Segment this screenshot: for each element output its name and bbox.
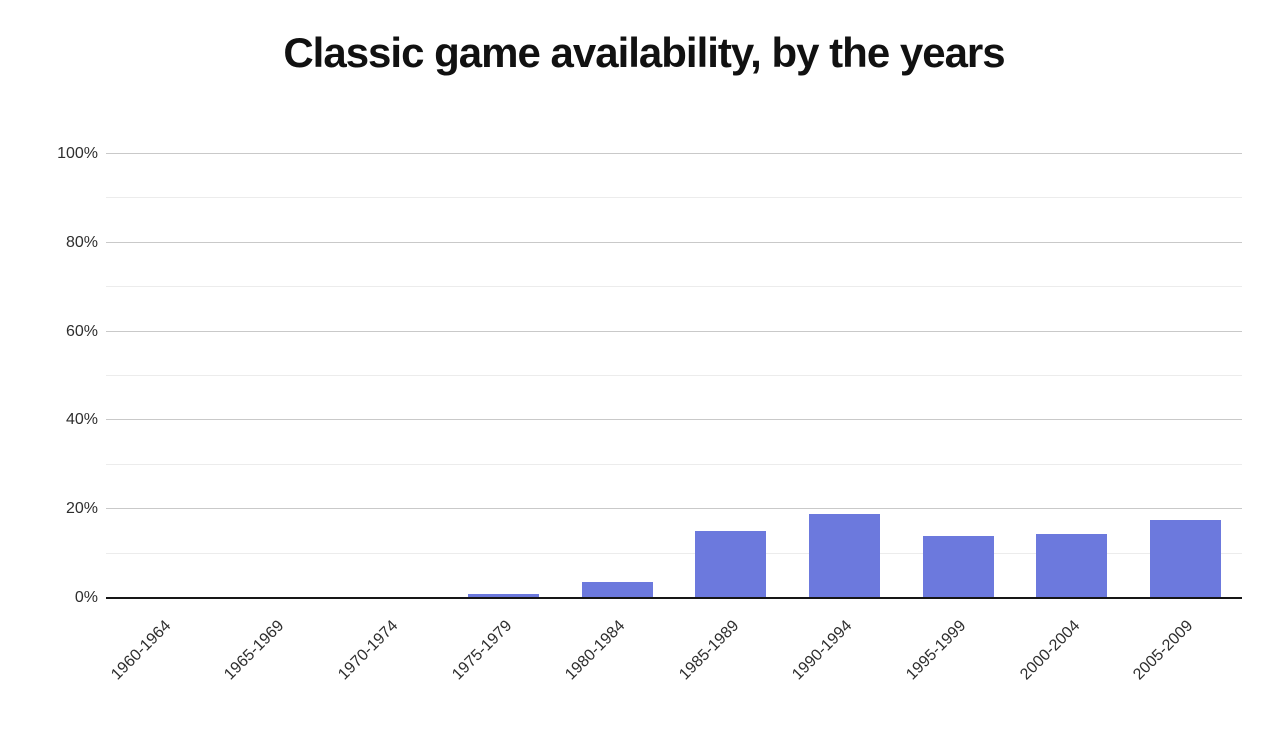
- gridline-major: [106, 419, 1242, 421]
- y-axis-tick-label: 100%: [57, 145, 98, 162]
- x-axis-tick-label: 1990-1994: [789, 617, 856, 684]
- bar-2005-2009: [1149, 520, 1221, 598]
- gridline-minor: [106, 286, 1242, 288]
- bar-1975-1979: [468, 593, 540, 598]
- gridline-major: [106, 508, 1242, 510]
- plot-area: [106, 153, 1242, 599]
- gridline-minor: [106, 463, 1242, 465]
- bar-1985-1989: [695, 531, 767, 598]
- x-axis-tick-label: 1970-1974: [335, 617, 402, 684]
- bar-1995-1999: [922, 535, 994, 598]
- x-axis-tick-label: 1995-1999: [903, 617, 970, 684]
- chart-title: Classic game availability, by the years: [283, 29, 1005, 76]
- bar-1980-1984: [581, 582, 653, 598]
- x-axis-tick-label: 1985-1989: [675, 617, 743, 684]
- gridline-minor: [106, 375, 1242, 376]
- gridline-minor: [106, 197, 1242, 199]
- gridline-minor: [106, 552, 1242, 554]
- x-axis-tick-label: 1980-1984: [562, 617, 629, 684]
- bar-2000-2004: [1036, 533, 1108, 598]
- gridline-major: [106, 330, 1242, 332]
- x-axis-tick-label: 2005-2009: [1130, 617, 1197, 684]
- gridline-major: [106, 241, 1242, 243]
- y-axis-tick-label: 20%: [65, 500, 98, 518]
- x-axis-labels: 1960-1964 1965-1969 1970-1974 1975-1979 1980…: [106, 600, 1242, 750]
- gridline-major: [106, 153, 1242, 154]
- x-axis-tick-label: 1975-1979: [448, 617, 515, 684]
- y-axis-tick-label: 0%: [74, 589, 98, 606]
- y-axis-tick-label: 40%: [65, 411, 98, 429]
- bar-1990-1994: [808, 513, 880, 598]
- y-axis-tick-label: 60%: [65, 322, 98, 340]
- x-axis-tick-label: 1960-1964: [107, 617, 175, 684]
- x-axis-tick-label: 2000-2004: [1016, 617, 1083, 684]
- y-axis-tick-label: 80%: [65, 233, 98, 251]
- x-axis-tick-label: 1965-1969: [221, 617, 288, 684]
- x-axis-line: [106, 597, 1242, 599]
- y-axis-labels: 0% 20% 40% 60% 80% 100%: [0, 146, 106, 606]
